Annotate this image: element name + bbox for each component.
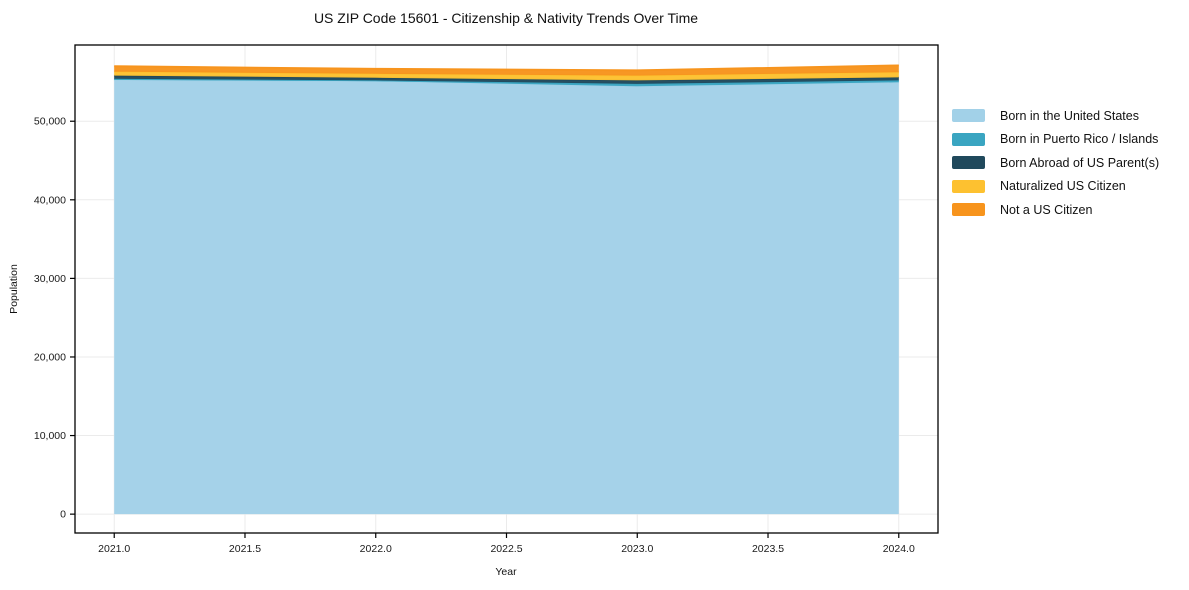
y-tick-label: 20,000: [34, 351, 66, 363]
legend-label: Naturalized US Citizen: [1000, 179, 1126, 194]
y-tick-label: 30,000: [34, 273, 66, 285]
legend-item-born-us: Born in the United States: [952, 104, 1159, 128]
x-tick-label: 2022.5: [490, 543, 522, 555]
legend-swatch-naturalized: [952, 179, 985, 193]
y-tick-label: 40,000: [34, 194, 66, 206]
legend-item-not-citizen: Not a US Citizen: [952, 198, 1159, 222]
area-series-4: [114, 65, 899, 76]
legend-item-naturalized: Naturalized US Citizen: [952, 175, 1159, 199]
y-tick-label: 10,000: [34, 430, 66, 442]
x-tick-label: 2021.0: [98, 543, 130, 555]
stacked-area-chart: 0 10,000 20,000 30,000 40,000 50,000 2021.0 202…: [34, 44, 939, 555]
line-series-4: [114, 64, 899, 72]
x-tick-label: 2022.0: [360, 543, 392, 555]
x-tick-label: 2023.5: [752, 543, 784, 555]
legend-item-born-pr: Born in Puerto Rico / Islands: [952, 128, 1159, 152]
y-tick-label: 0: [60, 509, 66, 521]
chart-title: US ZIP Code 15601 - Citizenship & Nativi…: [313, 10, 699, 26]
legend-swatch-born-us: [952, 109, 985, 123]
area-series-0: [114, 80, 899, 515]
x-tick-label: 2024.0: [883, 543, 915, 555]
legend-label: Born in Puerto Rico / Islands: [1000, 132, 1159, 147]
legend-swatch-born-abroad: [952, 156, 985, 170]
legend-item-born-abroad: Born Abroad of US Parent(s): [952, 151, 1159, 175]
legend-label: Born in the United States: [1000, 108, 1139, 123]
x-tick-label: 2021.5: [229, 543, 261, 555]
y-tick-label: 50,000: [34, 116, 66, 128]
legend-label: Born Abroad of US Parent(s): [1000, 155, 1160, 170]
legend-label: Not a US Citizen: [1000, 202, 1093, 217]
y-axis-title: Population: [8, 264, 20, 314]
x-axis-title: Year: [495, 566, 517, 578]
legend-swatch-not-citizen: [952, 203, 985, 217]
x-tick-label: 2023.0: [621, 543, 653, 555]
legend: Born in the United States Born in Puerto…: [952, 104, 1159, 222]
legend-swatch-born-pr: [952, 132, 985, 146]
